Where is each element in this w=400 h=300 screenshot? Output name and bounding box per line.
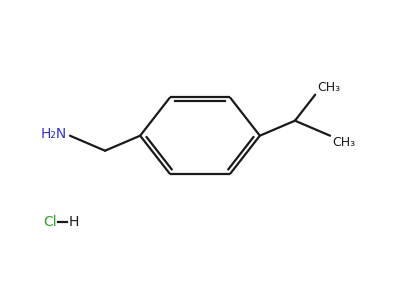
Text: H₂N: H₂N [40, 127, 67, 141]
Text: H: H [69, 214, 79, 229]
Text: CH₃: CH₃ [317, 81, 340, 94]
Text: Cl: Cl [44, 214, 57, 229]
Text: CH₃: CH₃ [332, 136, 355, 149]
